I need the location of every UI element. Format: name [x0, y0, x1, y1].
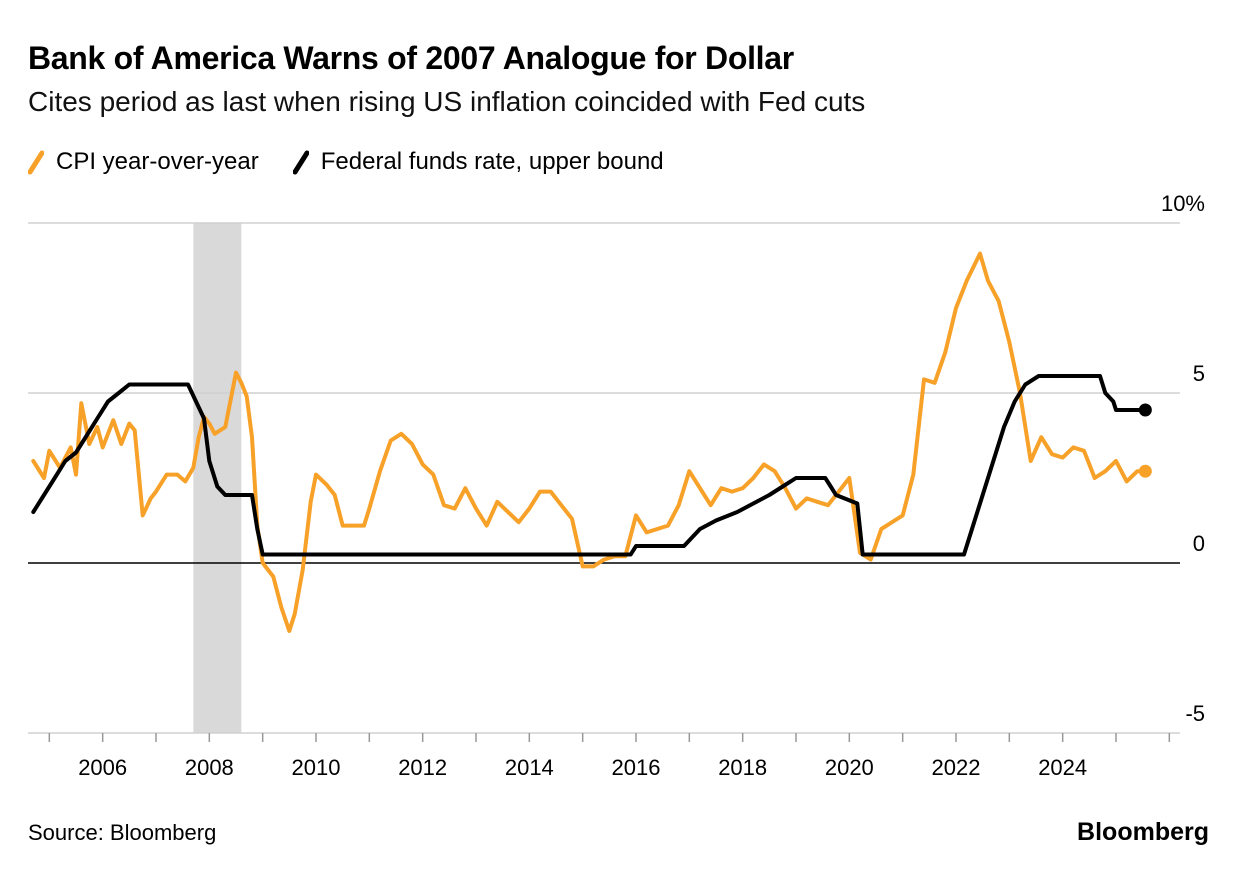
x-tick-label: 2018 [718, 755, 767, 780]
legend-swatch-cpi [28, 150, 44, 175]
ffr-line-endpoint [1138, 403, 1152, 417]
x-tick-label: 2010 [292, 755, 341, 780]
x-tick-label: 2012 [398, 755, 447, 780]
legend-item-cpi: CPI year-over-year [28, 148, 259, 176]
y-tick-label: -5 [1185, 701, 1205, 726]
x-tick-label: 2014 [505, 755, 554, 780]
y-tick-label: 10% [1161, 191, 1205, 216]
source-note: Source: Bloomberg [28, 820, 217, 845]
legend-item-ffr: Federal funds rate, upper bound [292, 148, 664, 176]
recession-shade [193, 223, 242, 733]
brand-logo: Bloomberg [1077, 818, 1209, 846]
x-tick-label: 2020 [825, 755, 874, 780]
x-tick-label: 2022 [932, 755, 981, 780]
x-tick-label: 2006 [78, 755, 127, 780]
legend-label-cpi: CPI year-over-year [56, 148, 259, 175]
legend-label-ffr: Federal funds rate, upper bound [320, 148, 664, 175]
legend: CPI year-over-year Federal funds rate, u… [28, 148, 698, 176]
legend-swatch-ffr [292, 150, 309, 175]
x-tick-label: 2016 [612, 755, 661, 780]
chart-title: Bank of America Warns of 2007 Analogue f… [28, 40, 794, 76]
y-tick-label: 5 [1193, 361, 1205, 386]
chart-subtitle: Cites period as last when rising US infl… [28, 86, 866, 117]
cpi-line-endpoint [1138, 464, 1152, 478]
x-tick-label: 2008 [185, 755, 234, 780]
cpi-line [31, 251, 1148, 633]
x-tick-label: 2024 [1038, 755, 1087, 780]
y-tick-label: 0 [1193, 531, 1205, 556]
ffr-line [31, 374, 1148, 557]
